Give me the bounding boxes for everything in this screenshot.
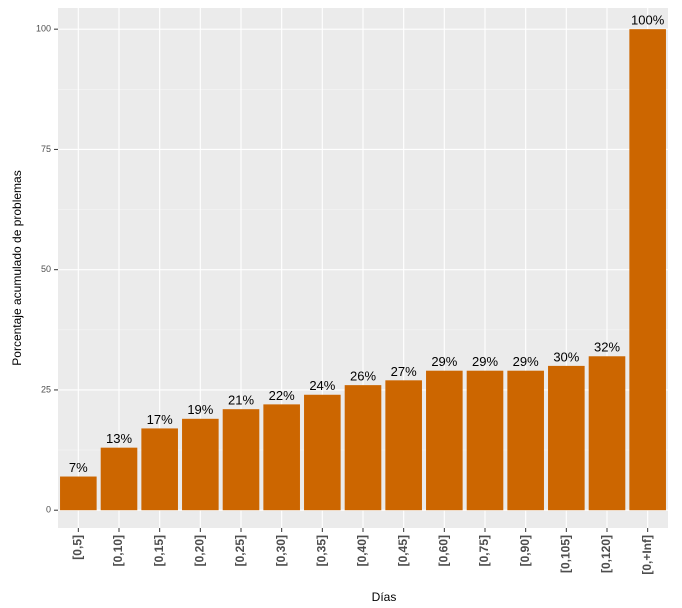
x-axis-title: Días <box>372 590 397 604</box>
bar <box>60 476 97 511</box>
x-tick-label: [0,105] <box>559 535 573 573</box>
x-tick-label: [0,20] <box>193 535 207 566</box>
value-label: 21% <box>228 393 254 408</box>
y-tick-label: 0 <box>46 505 51 515</box>
bar <box>629 29 666 511</box>
y-tick-label: 50 <box>41 264 51 274</box>
value-label: 29% <box>513 354 539 369</box>
bar <box>141 428 178 511</box>
x-tick-label: [0,15] <box>152 535 166 566</box>
x-tick-label: [0,30] <box>274 535 288 566</box>
value-label: 27% <box>391 364 417 379</box>
value-label: 29% <box>431 354 457 369</box>
bar <box>385 380 422 511</box>
x-tick-label: [0,60] <box>437 535 451 566</box>
x-tick-label: [0,25] <box>233 535 247 566</box>
value-label: 30% <box>553 349 579 364</box>
value-label: 19% <box>187 402 213 417</box>
x-tick-label: [0,45] <box>396 535 410 566</box>
value-label: 32% <box>594 340 620 355</box>
value-label: 29% <box>472 354 498 369</box>
value-label: 26% <box>350 369 376 384</box>
bar <box>222 409 260 511</box>
bar <box>507 370 544 511</box>
x-tick-label: [0,120] <box>599 535 613 573</box>
bar <box>344 385 382 511</box>
bar <box>548 365 585 511</box>
y-axis-title: Porcentaje acumulado de problemas <box>10 170 24 365</box>
x-tick-label: [0,75] <box>477 535 491 566</box>
y-tick-label: 75 <box>41 144 51 154</box>
bar <box>100 447 138 511</box>
value-label: 100% <box>631 13 665 28</box>
value-label: 24% <box>309 378 335 393</box>
bar <box>182 418 219 511</box>
bar <box>466 370 504 511</box>
value-label: 17% <box>147 412 173 427</box>
x-tick-label: [0,10] <box>111 535 125 566</box>
value-label: 22% <box>269 388 295 403</box>
x-tick-label: [0,40] <box>355 535 369 566</box>
value-label: 13% <box>106 431 132 446</box>
value-label: 7% <box>69 460 88 475</box>
y-tick-label: 100 <box>36 24 51 34</box>
bar <box>304 394 341 511</box>
x-tick-label: [0,5] <box>71 535 85 560</box>
bar <box>426 370 463 511</box>
bar <box>588 356 626 511</box>
x-tick-label: [0,90] <box>518 535 532 566</box>
x-tick-label: [0,+Inf] <box>640 535 654 575</box>
bar <box>263 404 300 511</box>
x-tick-label: [0,35] <box>315 535 329 566</box>
y-tick-label: 25 <box>41 384 51 394</box>
